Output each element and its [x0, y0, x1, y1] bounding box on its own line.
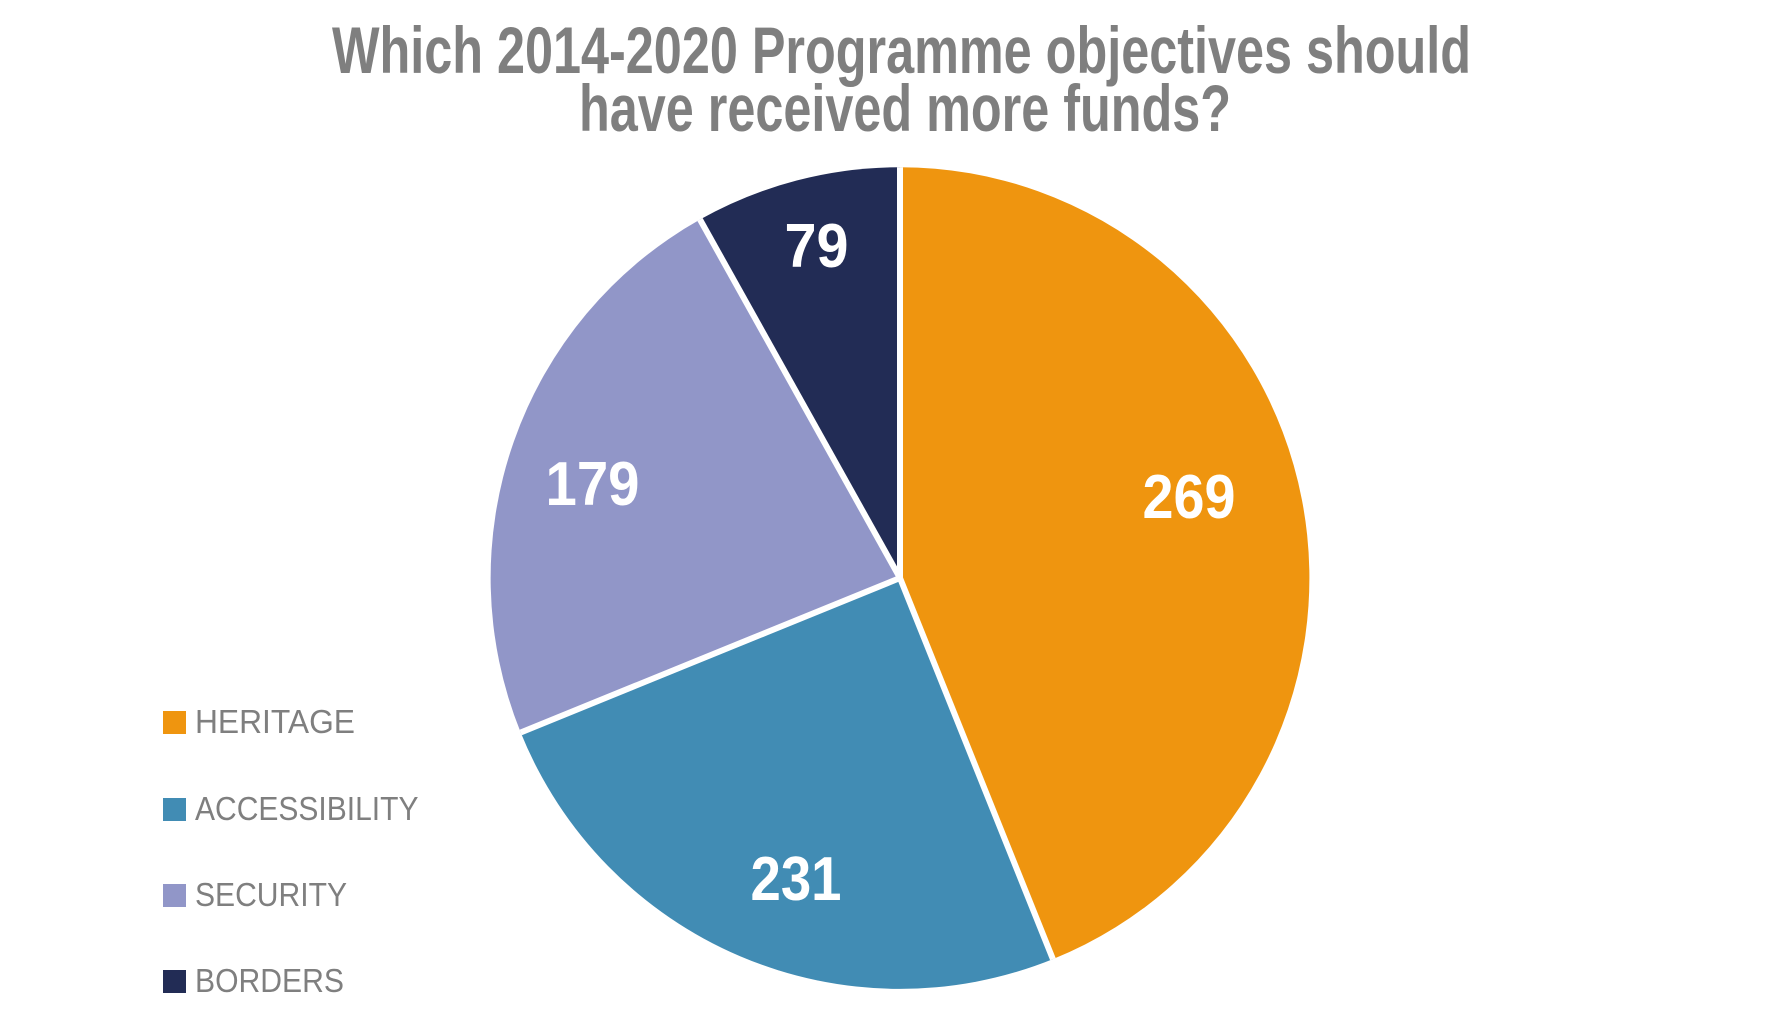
svg-text:231: 231 — [751, 845, 842, 914]
svg-text:269: 269 — [1143, 463, 1236, 532]
svg-text:179: 179 — [546, 450, 640, 519]
svg-text:79: 79 — [785, 212, 849, 281]
